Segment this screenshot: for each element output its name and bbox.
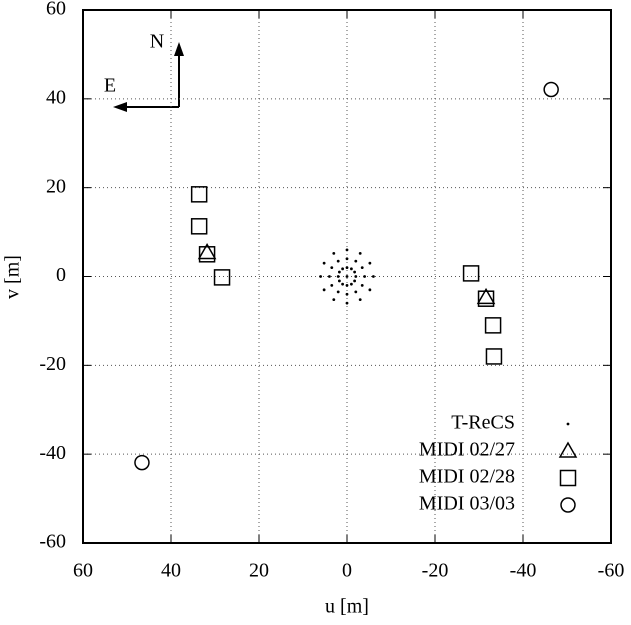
legend-label: MIDI 02/28 bbox=[419, 466, 515, 488]
x-tick-label: 20 bbox=[249, 560, 269, 582]
dot bbox=[337, 270, 341, 274]
dot bbox=[354, 259, 358, 263]
dot bbox=[336, 290, 340, 294]
dot bbox=[319, 275, 322, 278]
y-tick-label: 0 bbox=[56, 264, 66, 286]
y-tick-label: 60 bbox=[46, 0, 66, 20]
legend-marker bbox=[560, 497, 576, 513]
dot bbox=[354, 275, 358, 278]
east-label: E bbox=[104, 75, 116, 97]
dot bbox=[337, 279, 341, 283]
legend-label: MIDI 02/27 bbox=[419, 439, 515, 461]
legend-marker bbox=[566, 422, 570, 426]
y-tick-label: 20 bbox=[46, 175, 66, 197]
dot bbox=[336, 275, 340, 278]
dot bbox=[341, 282, 344, 286]
dot bbox=[350, 282, 353, 286]
legend-label: MIDI 03/03 bbox=[419, 493, 515, 515]
x-tick-label: 60 bbox=[73, 560, 93, 582]
dot bbox=[330, 266, 334, 270]
circle-marker bbox=[134, 454, 150, 471]
dot bbox=[345, 266, 349, 270]
dot bbox=[332, 252, 336, 255]
dot bbox=[350, 267, 353, 271]
y-tick-label: -20 bbox=[39, 353, 66, 375]
dot bbox=[345, 248, 349, 252]
compass bbox=[113, 42, 184, 112]
dot bbox=[368, 261, 372, 265]
square-marker bbox=[213, 269, 231, 286]
x-tick-label: 40 bbox=[161, 560, 181, 582]
x-tick-label: -20 bbox=[422, 560, 449, 582]
dot bbox=[345, 275, 349, 278]
triangle-marker bbox=[197, 243, 217, 260]
dot bbox=[363, 275, 366, 278]
dot bbox=[322, 288, 326, 292]
dot bbox=[332, 298, 336, 301]
dot bbox=[341, 267, 344, 271]
x-tick-label: 0 bbox=[342, 560, 352, 582]
dot bbox=[360, 283, 364, 287]
legend-marker bbox=[558, 441, 578, 458]
dot bbox=[336, 259, 340, 263]
dot bbox=[345, 257, 349, 261]
dot bbox=[322, 261, 326, 265]
x-tick-label: -40 bbox=[510, 560, 537, 582]
dot bbox=[358, 252, 362, 255]
square-marker bbox=[462, 265, 480, 282]
dot bbox=[353, 270, 357, 274]
y-tick-label: -40 bbox=[39, 442, 66, 464]
y-tick-label: 40 bbox=[46, 86, 66, 108]
dot bbox=[345, 301, 349, 305]
y-axis-label: v [m] bbox=[2, 255, 24, 299]
dot bbox=[372, 275, 375, 278]
east-arrowhead bbox=[113, 102, 127, 112]
dot bbox=[345, 292, 349, 296]
dot bbox=[354, 290, 358, 294]
plot-frame bbox=[82, 9, 612, 544]
x-axis-label: u [m] bbox=[325, 596, 369, 618]
triangle-marker bbox=[476, 287, 496, 305]
x-tick-label: -60 bbox=[598, 560, 625, 582]
dot bbox=[360, 266, 364, 270]
north-arrowhead bbox=[174, 42, 184, 56]
y-tick-label: -60 bbox=[39, 531, 66, 553]
dot bbox=[328, 275, 331, 278]
square-marker bbox=[485, 348, 503, 365]
dot bbox=[358, 298, 362, 301]
square-marker bbox=[484, 317, 502, 334]
square-marker bbox=[198, 246, 216, 263]
dot bbox=[353, 279, 357, 283]
square-marker bbox=[190, 218, 208, 235]
dot bbox=[330, 283, 334, 287]
legend-label: T-ReCS bbox=[451, 412, 515, 434]
legend-marker bbox=[559, 469, 577, 487]
square-marker bbox=[477, 290, 495, 307]
north-label: N bbox=[150, 31, 164, 53]
circle-marker bbox=[543, 81, 559, 98]
square-marker bbox=[190, 186, 208, 203]
dot bbox=[345, 283, 349, 287]
dot bbox=[368, 288, 372, 292]
